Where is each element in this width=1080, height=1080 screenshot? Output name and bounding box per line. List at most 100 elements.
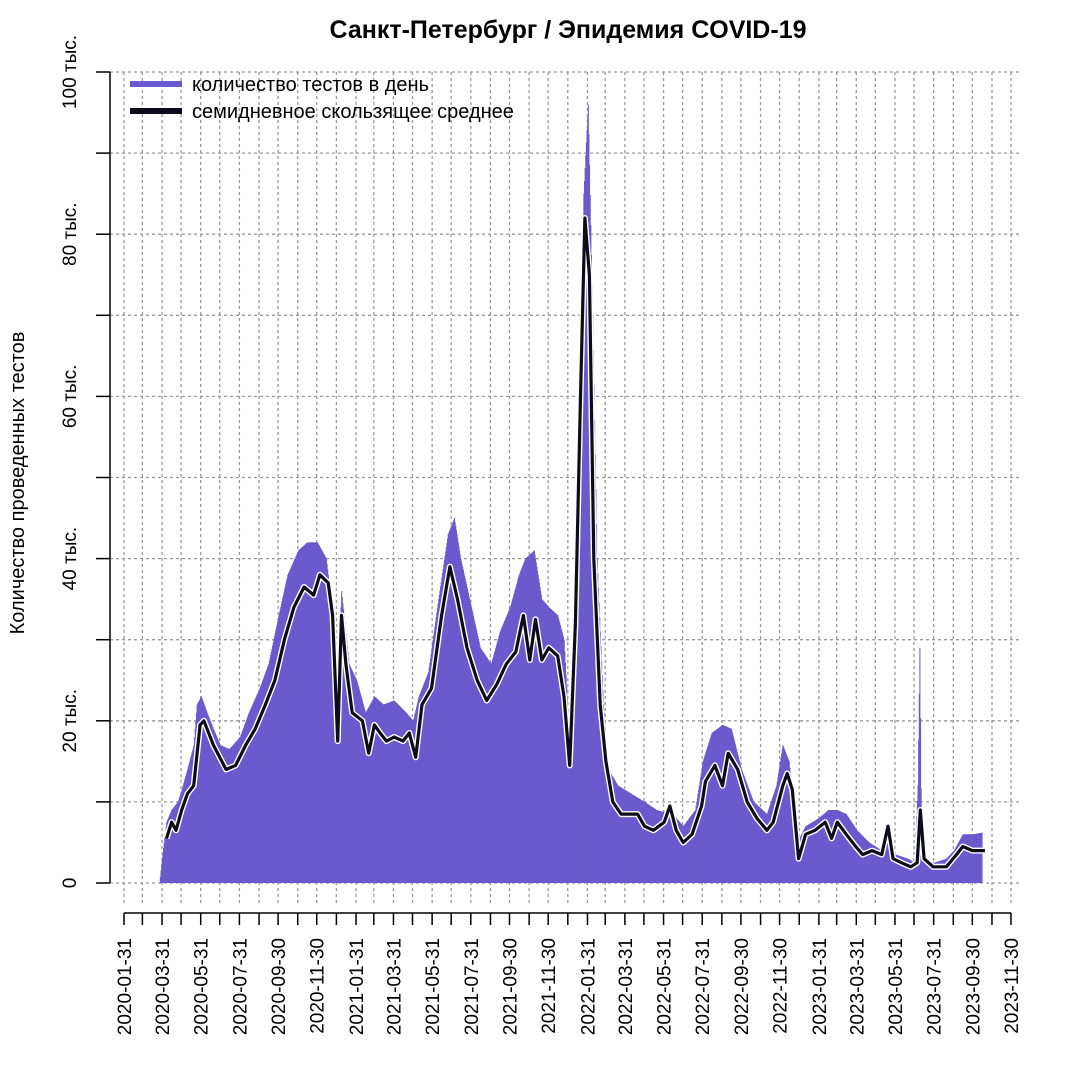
daily-tests-bar [347,651,349,883]
daily-tests-bar [405,712,407,883]
daily-tests-bar [719,727,721,883]
daily-tests-bar [258,689,260,883]
daily-tests-bar [829,810,831,883]
daily-tests-bar [235,741,237,883]
daily-tests-bar [975,833,977,883]
daily-tests-bar [367,708,369,883]
daily-tests-bar [382,704,384,883]
daily-tests-bar [514,588,516,883]
daily-tests-bar [560,627,562,883]
daily-tests-bar [557,615,559,883]
daily-tests-bar [531,552,534,883]
daily-tests-bar [945,858,947,883]
daily-tests-bar [670,814,672,883]
daily-tests-bar [587,117,589,884]
daily-tests-bar [820,816,822,883]
daily-tests-bar [469,598,471,883]
daily-tests-bar [367,709,369,883]
daily-tests-bar [379,701,381,883]
daily-tests-bar [218,740,220,883]
daily-tests-bar [696,797,698,883]
daily-tests-bar [375,697,377,883]
daily-tests-bar [493,652,495,883]
daily-tests-bar [732,736,735,883]
daily-tests-bar [199,698,201,883]
daily-tests-bar [725,726,727,883]
daily-tests-bar [881,849,884,883]
daily-tests-bar [492,657,494,883]
daily-tests-bar [763,811,765,883]
daily-tests-bar [905,858,907,883]
daily-tests-bar [540,591,542,883]
daily-tests-bar [735,746,737,883]
daily-tests-bar [877,848,879,883]
daily-tests-bar [575,488,577,883]
daily-tests-bar [733,739,735,883]
daily-tests-bar [417,699,419,883]
daily-tests-bar [771,798,773,883]
daily-tests-bar [826,811,828,883]
daily-tests-bar [803,828,806,883]
daily-tests-bar [741,769,743,883]
daily-tests-bar [596,523,598,883]
x-tick-label: 2020-01-31 [115,938,136,1035]
daily-tests-bar [648,804,650,883]
daily-tests-bar [852,823,854,883]
daily-tests-bar [685,822,687,883]
daily-tests-bar [712,732,714,883]
daily-tests-bar [752,800,754,883]
daily-tests-bar [521,568,523,883]
daily-tests-bar [381,703,383,883]
daily-tests-bar [773,793,775,883]
daily-tests-bar [935,862,937,883]
daily-tests-bar [649,805,651,883]
daily-tests-bar [163,843,165,883]
daily-tests-bar [178,797,180,883]
daily-tests-bar [496,643,498,883]
daily-tests-bar [546,605,548,883]
daily-tests-bar [748,788,750,883]
daily-tests-bar [474,624,476,883]
daily-tests-bar [913,861,915,883]
daily-tests-bar [227,748,229,883]
daily-tests-bar [396,703,398,883]
daily-tests-bar [361,698,363,883]
daily-tests-bar [912,861,914,883]
x-tick-label: 2020-09-30 [269,938,290,1035]
daily-tests-bar [220,745,222,883]
daily-tests-bar [269,657,271,883]
daily-tests-bar [517,579,519,883]
daily-tests-bar [887,842,889,883]
daily-tests-bar [514,591,516,883]
daily-tests-bar [613,778,615,883]
daily-tests-bar [177,801,179,883]
y-tick-label: 80 тыс. [60,202,81,266]
daily-tests-bar [564,651,566,883]
y-tick-label: 40 тыс. [60,527,81,591]
daily-tests-bar [409,717,411,883]
daily-tests-bar [540,595,542,883]
daily-tests-bar [351,670,353,883]
daily-tests-bar [760,808,762,883]
daily-tests-bar [966,834,968,883]
daily-tests-bar [707,745,709,883]
daily-tests-bar [897,855,899,883]
daily-tests-bar [805,826,807,883]
daily-tests-bar [762,810,764,883]
daily-tests-bar [466,587,468,883]
daily-tests-bar [364,710,366,883]
daily-tests-bar [512,595,515,883]
daily-tests-bar [641,799,643,883]
daily-tests-bar [579,339,581,883]
daily-tests-bar [287,574,289,883]
daily-tests-bar [443,560,445,883]
daily-tests-bar [729,728,731,883]
daily-tests-bar [710,737,712,883]
daily-tests-bar [511,600,513,883]
daily-tests-bar [421,688,423,883]
daily-tests-bar [165,827,167,883]
daily-tests-bar [501,627,503,883]
daily-tests-bar [386,703,388,883]
daily-tests-bar [864,838,866,883]
daily-tests-bar [473,618,475,883]
